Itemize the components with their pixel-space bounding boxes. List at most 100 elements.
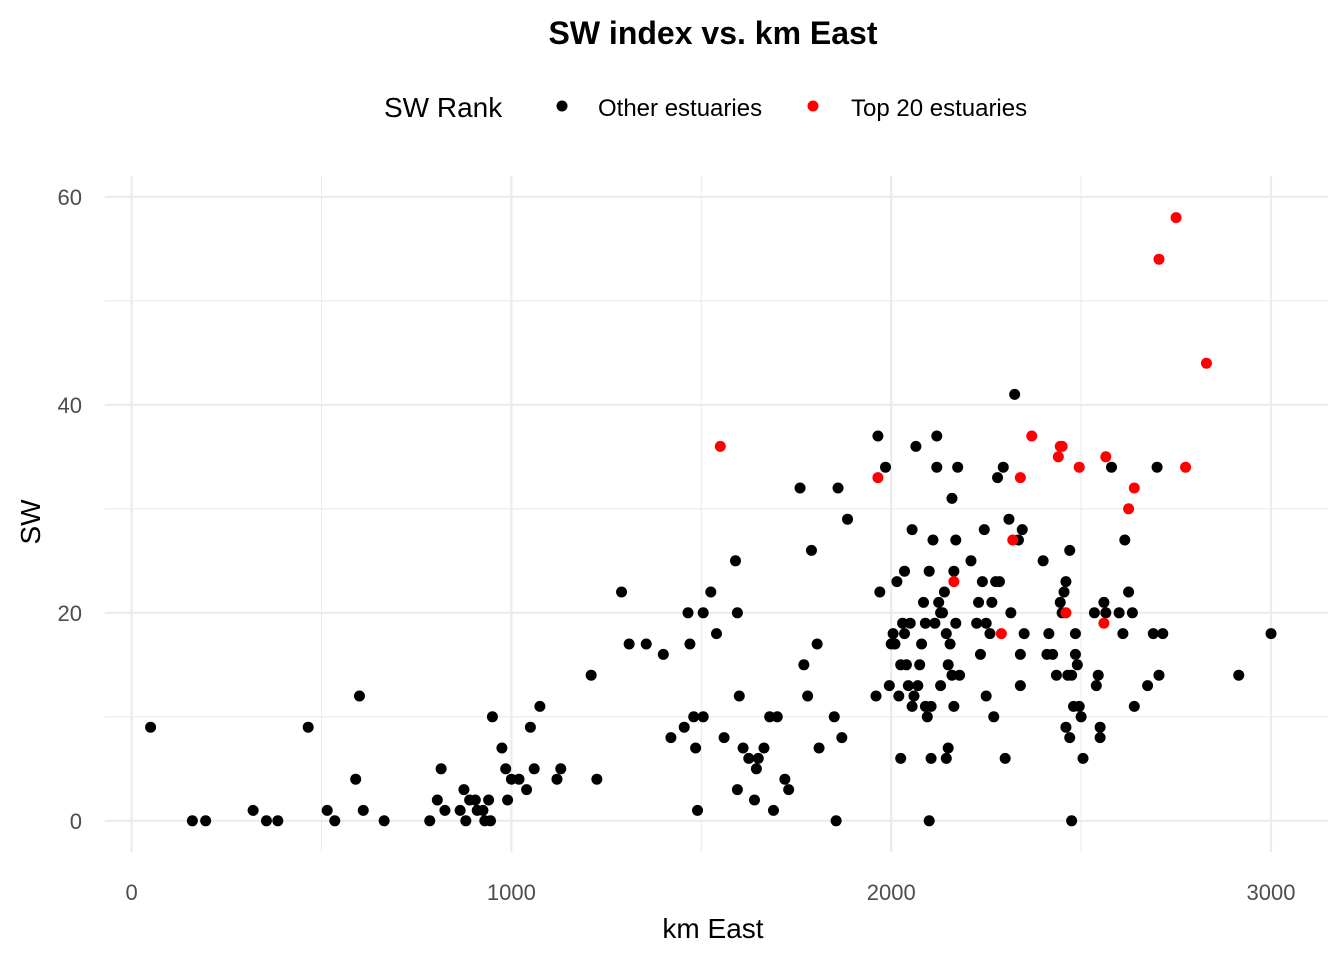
y-tick-label: 0 [70,809,82,834]
other-point [1233,669,1245,681]
other-point [1117,628,1129,640]
other-point [978,524,990,536]
top20-point [1060,607,1072,619]
other-point [657,648,669,660]
top20-point [872,472,884,484]
other-point [986,596,998,608]
other-point [946,492,958,504]
other-point [1142,680,1154,692]
other-point [357,804,369,816]
other-point [1014,680,1026,692]
other-point [502,794,514,806]
other-point [950,617,962,629]
other-point [682,607,694,619]
other-point [458,784,470,796]
x-tick-label: 0 [125,880,137,905]
other-point [350,773,362,785]
other-point [353,690,365,702]
other-point [477,804,489,816]
other-point [802,690,814,702]
other-point [1073,700,1085,712]
other-point [811,638,823,650]
other-point [743,752,755,764]
other-point [302,721,314,733]
legend-swatch-top20 [807,100,819,112]
other-point [1123,586,1135,598]
top20-point [1026,430,1038,442]
other-point [897,617,909,629]
x-tick-label: 1000 [487,880,536,905]
other-point [906,524,918,536]
other-point [946,669,958,681]
other-point [813,742,825,754]
other-point [750,763,762,775]
top20-point [1100,451,1112,463]
other-point [524,721,536,733]
other-point [908,690,920,702]
other-point [200,815,212,827]
other-point [555,763,567,775]
other-point [500,763,512,775]
legend-label-top20: Top 20 estuaries [851,95,1027,122]
other-point [1037,555,1049,567]
other-point [910,440,922,452]
other-point [718,732,730,744]
other-point [1005,607,1017,619]
other-point [469,794,481,806]
other-point [145,721,157,733]
other-point [965,555,977,567]
other-point [1094,732,1106,744]
other-point [1064,732,1076,744]
other-point [1128,700,1140,712]
other-point [1009,388,1021,400]
other-point [971,617,983,629]
other-point [798,659,810,671]
top20-point [714,440,726,452]
other-point [486,711,498,723]
other-point [1003,513,1015,525]
other-point [748,794,760,806]
top20-point [1014,472,1026,484]
other-point [973,596,985,608]
top20-point [1128,482,1140,494]
other-point [1090,680,1102,692]
data-points [145,212,1277,827]
other-point [936,607,948,619]
other-point [805,544,817,556]
other-point [997,461,1009,473]
other-point [1153,669,1165,681]
other-point [752,752,764,764]
other-point [1014,648,1026,660]
other-point [1069,648,1081,660]
other-point [692,804,704,816]
legend-title: SW Rank [384,92,503,123]
y-axis-ticks: 0 20 40 60 [58,185,82,834]
other-point [764,711,776,723]
other-point [1069,628,1081,640]
other-point [1064,544,1076,556]
other-point [505,773,517,785]
top20-point [1153,253,1165,265]
other-point [1077,752,1089,764]
other-point [933,596,945,608]
other-point [976,576,988,588]
top20-point [1073,461,1085,473]
other-point [431,794,443,806]
other-point [952,461,964,473]
other-point [690,742,702,754]
other-point [731,784,743,796]
other-point [711,628,722,640]
top20-point [1123,503,1135,515]
other-point [992,472,1004,484]
other-point [1098,596,1110,608]
other-point [794,482,806,494]
other-point [779,773,791,785]
grid [105,176,1328,852]
y-tick-label: 60 [58,185,82,210]
other-point [729,555,741,567]
top20-point [1007,534,1019,546]
other-point [1066,815,1078,827]
other-point [783,784,795,796]
other-point [528,763,540,775]
